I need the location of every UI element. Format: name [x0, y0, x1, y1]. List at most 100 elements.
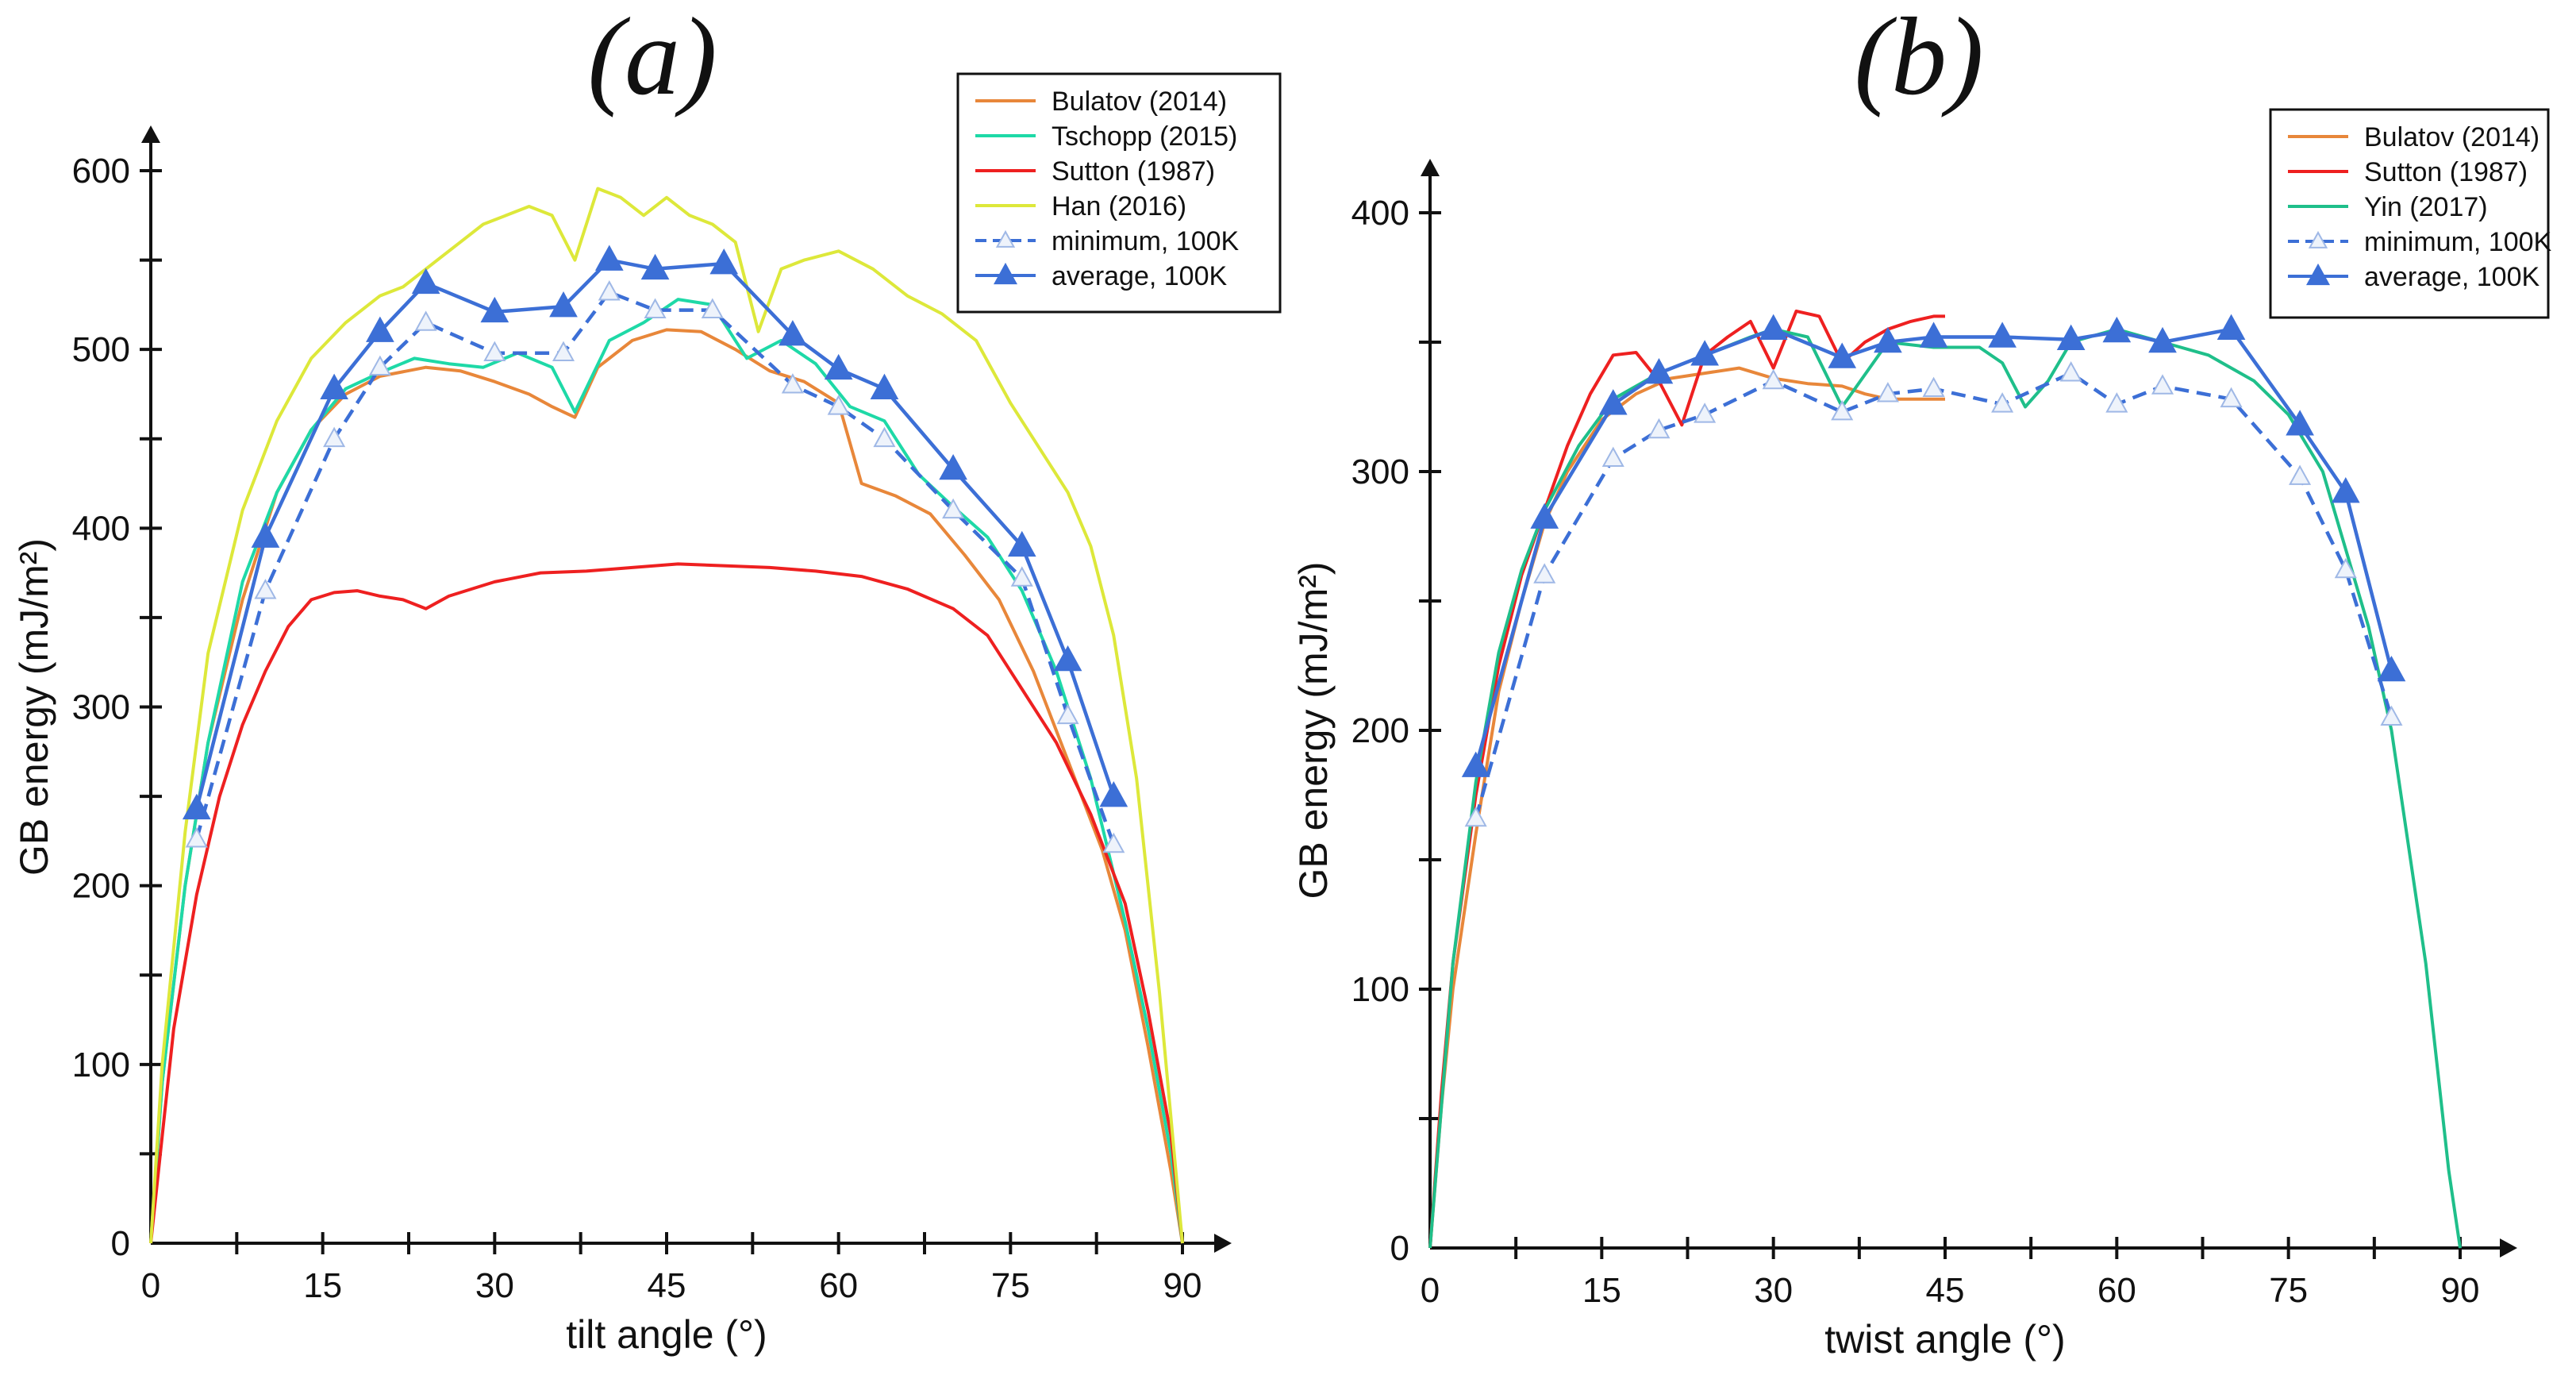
series-line — [1428, 327, 2462, 1249]
data-point-marker — [1010, 566, 1033, 587]
series-line — [149, 298, 1184, 1244]
legend-entry-label: minimum, 100K — [1052, 226, 1240, 256]
legend-swatch-marker — [995, 229, 1016, 248]
data-point-marker — [483, 341, 506, 362]
series-bulatov-2014 — [149, 328, 1184, 1244]
data-point-marker — [552, 341, 575, 362]
data-point-marker — [1762, 368, 1785, 390]
data-point-marker — [549, 291, 578, 318]
legend-swatch-marker — [2306, 263, 2330, 286]
panel-title: (a) — [587, 0, 717, 118]
y-tick-label: 100 — [1351, 970, 1409, 1009]
data-point-marker — [1759, 314, 1788, 340]
data-point-marker — [2331, 477, 2360, 503]
x-tick-label: 15 — [303, 1266, 342, 1305]
data-point-marker — [709, 248, 739, 275]
data-point-marker — [182, 793, 211, 820]
x-axis-arrow — [1214, 1234, 1232, 1253]
series-bulatov-2014 — [1428, 366, 1945, 1249]
data-point-marker — [2148, 326, 2177, 353]
data-point-marker — [2105, 392, 2128, 413]
data-point-marker — [1988, 322, 2017, 348]
data-point-marker — [1919, 322, 1948, 348]
data-point-marker — [2151, 374, 2174, 395]
x-tick-label: 30 — [1754, 1271, 1793, 1310]
y-tick-label: 200 — [72, 867, 130, 906]
data-point-marker — [254, 579, 277, 599]
data-point-marker — [2334, 557, 2357, 579]
data-point-marker — [827, 395, 850, 415]
data-point-marker — [873, 426, 896, 448]
x-axis-arrow — [2500, 1238, 2517, 1258]
chart-panel-0: (a) 0 15 30 45 60 75 90 0 100 200 300 400 500 600 tilt … — [12, 0, 1282, 1357]
y-tick-label: 400 — [1351, 194, 1409, 233]
legend-entry-label: average, 100K — [2364, 262, 2539, 292]
legend-swatch-marker — [994, 262, 1017, 285]
series-line — [149, 187, 1184, 1244]
x-tick-label: 60 — [2097, 1271, 2136, 1310]
legend-entry-label: Bulatov (2014) — [1052, 87, 1227, 117]
series-han-2016 — [149, 187, 1184, 1244]
data-point-marker — [185, 827, 208, 848]
x-tick-label: 30 — [475, 1266, 514, 1305]
x-tick-label: 75 — [2269, 1271, 2308, 1310]
y-axis-label: GB energy (mJ/m²) — [1291, 561, 1336, 899]
x-tick-label: 90 — [1163, 1266, 1202, 1305]
data-point-marker — [2056, 324, 2086, 350]
data-point-marker — [1991, 392, 2014, 413]
data-point-marker — [1464, 806, 1487, 827]
y-axis-arrow — [141, 125, 160, 143]
y-tick-label: 200 — [1351, 711, 1409, 750]
legend: Bulatov (2014) Tschopp (2015) Sutton (1987… — [956, 72, 1282, 314]
data-point-marker — [2220, 387, 2243, 408]
y-axis-arrow — [1421, 159, 1440, 176]
y-tick-label: 300 — [72, 688, 130, 727]
x-tick-label: 15 — [1582, 1271, 1621, 1310]
series-average-100k — [182, 245, 1128, 820]
data-point-marker — [1831, 399, 1854, 421]
data-point-marker — [779, 320, 807, 346]
data-point-marker — [1530, 503, 1559, 529]
data-point-marker — [1099, 781, 1128, 807]
y-tick-label: 0 — [111, 1224, 130, 1263]
x-axis-label: tilt angle (°) — [566, 1312, 767, 1357]
data-point-marker — [2380, 705, 2403, 726]
y-tick-label: 300 — [1351, 453, 1409, 491]
data-point-marker — [598, 280, 621, 301]
data-point-marker — [1647, 418, 1671, 439]
y-tick-label: 100 — [72, 1046, 130, 1084]
series-tschopp-2015 — [149, 298, 1184, 1244]
data-point-marker — [368, 355, 391, 376]
data-point-marker — [1690, 340, 1719, 366]
series-line — [1428, 366, 1945, 1249]
series-sutton-1987 — [1428, 309, 1945, 1249]
legend-entry-label: Bulatov (2014) — [2364, 122, 2539, 152]
data-point-marker — [1007, 530, 1036, 557]
data-point-marker — [366, 316, 394, 342]
x-tick-label: 90 — [2441, 1271, 2480, 1310]
legend-entry-label: Tschopp (2015) — [1052, 121, 1237, 152]
legend: Bulatov (2014) Sutton (1987) Yin (2017) min… — [2269, 108, 2552, 319]
data-point-marker — [323, 426, 346, 448]
data-point-marker — [1461, 751, 1490, 777]
data-point-marker — [2217, 314, 2246, 340]
data-point-marker — [2289, 464, 2312, 485]
y-tick-label: 600 — [72, 152, 130, 191]
legend-entry-label: average, 100K — [1052, 261, 1227, 291]
data-point-marker — [870, 373, 899, 399]
data-point-marker — [824, 353, 853, 380]
series-sutton-1987 — [149, 562, 1184, 1244]
data-point-marker — [942, 498, 965, 519]
series-line — [1428, 309, 1945, 1249]
series-minimum-100k — [1464, 361, 2403, 827]
legend-entry-label: Sutton (1987) — [2364, 157, 2528, 187]
data-point-marker — [939, 453, 967, 480]
x-axis-label: twist angle (°) — [1824, 1317, 2065, 1362]
y-tick-label: 500 — [72, 330, 130, 369]
legend-entry-label: Sutton (1987) — [1052, 156, 1215, 187]
data-point-marker — [2377, 655, 2406, 682]
x-tick-label: 0 — [1421, 1271, 1440, 1310]
data-point-marker — [644, 298, 667, 318]
x-tick-label: 60 — [819, 1266, 858, 1305]
